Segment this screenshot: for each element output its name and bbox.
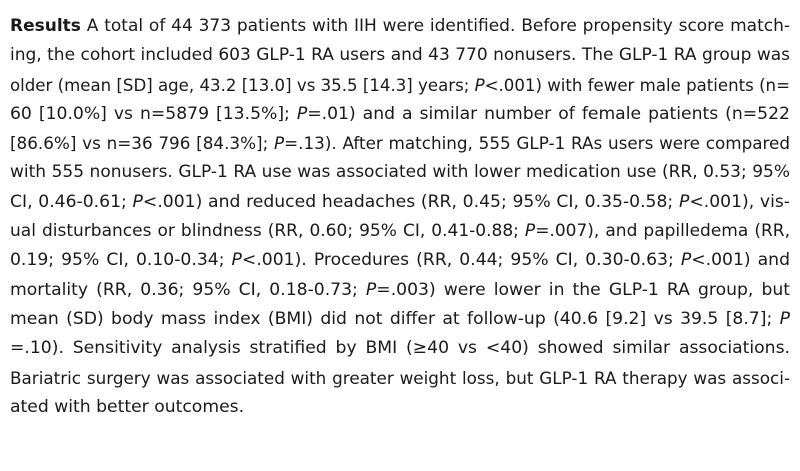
line-text: =.01) and a similar number of female pat… bbox=[307, 103, 790, 124]
line-text: =.007), and papilledema (RR, bbox=[535, 221, 790, 242]
line-text: [86.6%] vs n=36 796 [84.3%]; bbox=[10, 133, 274, 154]
text-line-9: 0.19; 95% CI, 0.10-0.34; P<.001). Proced… bbox=[10, 246, 790, 275]
line-text: mortality (RR, 0.36; 95% CI, 0.18-0.73; bbox=[10, 279, 366, 300]
line-text: <.001). Procedures (RR, 0.44; 95% CI, 0.… bbox=[241, 250, 681, 271]
line-text: CI, 0.46-0.61; bbox=[10, 191, 133, 212]
p-value-symbol: P bbox=[524, 221, 536, 242]
text-line-1: Results A total of 44 373 patients with … bbox=[10, 12, 790, 41]
text-line-7: CI, 0.46-0.61; P<.001) and reduced heada… bbox=[10, 188, 790, 217]
line-text: ual disturbances or blindness (RR, 0.60;… bbox=[10, 221, 525, 242]
p-value-symbol: P bbox=[779, 308, 790, 329]
line-text: mean (SD) body mass index (BMI) did not … bbox=[10, 308, 780, 329]
p-value-symbol: P bbox=[231, 250, 242, 271]
line-text: 60 [10.0%] vs n=5879 [13.5%]; bbox=[10, 103, 297, 124]
text-line-5: [86.6%] vs n=36 796 [84.3%]; P=.13). Aft… bbox=[10, 129, 790, 158]
line-text: ated with better outcomes. bbox=[10, 396, 245, 417]
text-line-2: ing, the cohort included 603 GLP-1 RA us… bbox=[10, 41, 790, 70]
line-text: ing, the cohort included 603 GLP-1 RA us… bbox=[10, 45, 790, 66]
p-value-symbol: P bbox=[474, 75, 485, 95]
p-value-symbol: P bbox=[365, 279, 377, 300]
line-text: 0.19; 95% CI, 0.10-0.34; bbox=[10, 250, 232, 271]
text-line-8: ual disturbances or blindness (RR, 0.60;… bbox=[10, 217, 790, 246]
text-line-11: mean (SD) body mass index (BMI) did not … bbox=[10, 305, 790, 334]
line-text: <.001) and bbox=[691, 250, 790, 271]
line-text: with 555 nonusers. GLP-1 RA use was asso… bbox=[10, 162, 790, 183]
p-value-symbol: P bbox=[132, 191, 143, 212]
text-line-13: Bariatric surgery was associated with gr… bbox=[10, 364, 790, 393]
section-heading: Results bbox=[10, 16, 81, 36]
line-text: =.003) were lower in the GLP-1 RA group,… bbox=[376, 279, 791, 300]
p-value-symbol: P bbox=[273, 133, 285, 154]
p-value-symbol: P bbox=[678, 191, 690, 212]
text-line-10: mortality (RR, 0.36; 95% CI, 0.18-0.73; … bbox=[10, 276, 790, 305]
line-text: <.001) with fewer male patients (n= bbox=[484, 75, 790, 95]
line-text: A total of 44 373 patients with IIH were… bbox=[80, 16, 790, 36]
line-text: =.10). Sensitivity analysis stratified b… bbox=[10, 338, 790, 359]
results-abstract: Results A total of 44 373 patients with … bbox=[10, 12, 790, 422]
line-text: <.001), vis- bbox=[689, 191, 791, 212]
text-line-6: with 555 nonusers. GLP-1 RA use was asso… bbox=[10, 158, 790, 187]
line-text: <.001) and reduced headaches (RR, 0.45; … bbox=[142, 191, 679, 212]
text-line-4: 60 [10.0%] vs n=5879 [13.5%]; P=.01) and… bbox=[10, 100, 790, 129]
p-value-symbol: P bbox=[296, 103, 308, 124]
line-text: older (mean [SD] age, 43.2 [13.0] vs 35.… bbox=[10, 75, 475, 95]
text-line-14: ated with better outcomes. bbox=[10, 393, 790, 422]
line-text: Bariatric surgery was associated with gr… bbox=[10, 367, 790, 388]
text-line-12: =.10). Sensitivity analysis stratified b… bbox=[10, 334, 790, 363]
line-text: =.13). After matching, 555 GLP-1 RAs use… bbox=[284, 133, 791, 154]
text-line-3: older (mean [SD] age, 43.2 [13.0] vs 35.… bbox=[10, 71, 790, 100]
p-value-symbol: P bbox=[680, 250, 692, 271]
